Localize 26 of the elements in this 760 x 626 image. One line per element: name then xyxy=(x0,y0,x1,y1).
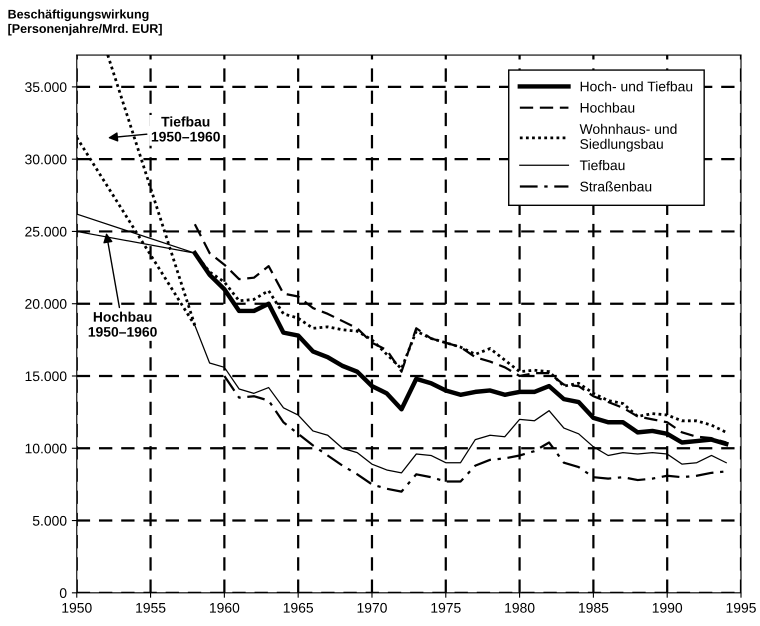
x-tick-label: 1960 xyxy=(210,602,240,613)
x-tick-label: 1970 xyxy=(358,602,387,613)
x-tick-label: 1980 xyxy=(505,602,534,613)
x-tick-label: 1975 xyxy=(431,602,461,613)
y-tick-label: 5.000 xyxy=(32,516,66,526)
legend-label: Hoch- und Tiefbau xyxy=(580,81,692,92)
x-tick-label: 1950 xyxy=(62,602,92,613)
y-tick-label: 20.000 xyxy=(25,299,66,309)
y-tick-label: 25.000 xyxy=(25,226,66,237)
x-tick-label: 1990 xyxy=(652,602,682,613)
y-tick-label: 35.000 xyxy=(25,82,66,92)
y-axis-title: Beschäftigungswirkung [Personenjahre/Mrd. EUR] xyxy=(8,9,162,36)
x-tick-label: 1995 xyxy=(726,602,756,613)
annotation: Hochbau 1950–1960 xyxy=(88,312,157,337)
y-tick-label: 10.000 xyxy=(26,444,66,454)
legend-label: Hochbau xyxy=(580,102,634,113)
y-tick-label: 0 xyxy=(60,588,66,598)
x-tick-label: 1985 xyxy=(579,602,608,613)
legend-label: Straßenbau xyxy=(580,181,652,192)
legend-label: Tiefbau xyxy=(580,160,624,170)
x-tick-label: 1955 xyxy=(136,602,166,613)
annotation: Tiefbau 1950–1960 xyxy=(152,116,220,142)
legend-label: Wohnhaus- und Siedlungsbau xyxy=(580,124,676,152)
y-tick-label: 30.000 xyxy=(25,154,66,164)
x-tick-label: 1965 xyxy=(284,602,314,613)
y-tick-label: 15.000 xyxy=(26,371,66,382)
